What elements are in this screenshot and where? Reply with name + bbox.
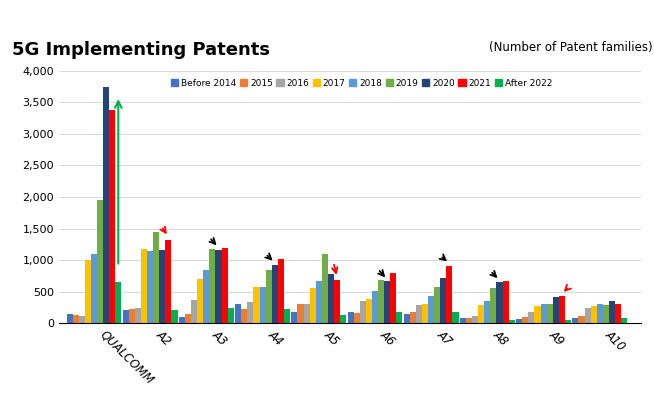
Bar [123, 310, 129, 323]
Bar [366, 299, 372, 323]
Bar [490, 288, 496, 323]
Bar [478, 305, 485, 323]
Bar [191, 300, 198, 323]
Bar [129, 309, 135, 323]
Bar [153, 232, 160, 323]
Bar [278, 259, 284, 323]
Bar [472, 316, 478, 323]
Bar [322, 255, 328, 323]
Bar [185, 314, 191, 323]
Bar [340, 315, 346, 323]
Bar [596, 304, 603, 323]
Bar [67, 314, 73, 323]
Bar [354, 313, 360, 323]
Text: (Number of Patent families): (Number of Patent families) [489, 41, 653, 54]
Bar [496, 282, 502, 323]
Bar [78, 316, 85, 323]
Bar [85, 260, 91, 323]
Bar [215, 250, 222, 323]
Bar [396, 312, 402, 323]
Bar [528, 312, 534, 323]
Bar [578, 316, 585, 323]
Bar [309, 288, 316, 323]
Bar [428, 296, 434, 323]
Legend: Before 2014, 2015, 2016, 2017, 2018, 2019, 2020, 2021, After 2022: Before 2014, 2015, 2016, 2017, 2018, 201… [167, 75, 555, 92]
Bar [523, 317, 528, 323]
Bar [509, 320, 515, 323]
Bar [316, 281, 322, 323]
Bar [404, 314, 410, 323]
Bar [160, 250, 165, 323]
Bar [609, 301, 615, 323]
Bar [260, 287, 266, 323]
Bar [171, 310, 177, 323]
Bar [271, 265, 278, 323]
Bar [502, 281, 509, 323]
Bar [621, 318, 627, 323]
Bar [115, 282, 122, 323]
Bar [253, 288, 260, 323]
Bar [298, 304, 303, 323]
Bar [485, 301, 490, 323]
Bar [147, 251, 153, 323]
Bar [422, 303, 428, 323]
Bar [390, 273, 396, 323]
Bar [141, 249, 147, 323]
Bar [209, 249, 215, 323]
Bar [328, 274, 334, 323]
Bar [447, 266, 453, 323]
Bar [241, 309, 247, 323]
Bar [378, 280, 384, 323]
Bar [203, 270, 209, 323]
Bar [384, 281, 390, 323]
Bar [565, 320, 571, 323]
Bar [416, 305, 422, 323]
Bar [235, 303, 241, 323]
Bar [222, 248, 228, 323]
Bar [284, 309, 290, 323]
Bar [440, 278, 447, 323]
Bar [73, 315, 78, 323]
Bar [572, 318, 578, 323]
Bar [460, 318, 466, 323]
Bar [266, 270, 271, 323]
Bar [540, 303, 547, 323]
Bar [135, 308, 141, 323]
Bar [103, 87, 109, 323]
Bar [228, 308, 233, 323]
Bar [347, 312, 354, 323]
Bar [198, 279, 203, 323]
Bar [516, 319, 523, 323]
Bar [603, 305, 609, 323]
Bar [360, 301, 366, 323]
Bar [466, 318, 472, 323]
Bar [453, 312, 458, 323]
Bar [553, 297, 559, 323]
Bar [109, 110, 115, 323]
Bar [372, 291, 378, 323]
Bar [303, 303, 309, 323]
Bar [591, 307, 596, 323]
Bar [559, 296, 565, 323]
Bar [410, 312, 416, 323]
Bar [334, 280, 340, 323]
Bar [547, 303, 553, 323]
Bar [165, 240, 171, 323]
Bar [434, 286, 440, 323]
Bar [97, 200, 103, 323]
Bar [179, 317, 185, 323]
Text: 5G Implementing Patents: 5G Implementing Patents [12, 41, 270, 59]
Bar [292, 312, 298, 323]
Bar [534, 307, 540, 323]
Bar [247, 302, 253, 323]
Bar [91, 254, 97, 323]
Bar [615, 305, 621, 323]
Bar [585, 308, 591, 323]
